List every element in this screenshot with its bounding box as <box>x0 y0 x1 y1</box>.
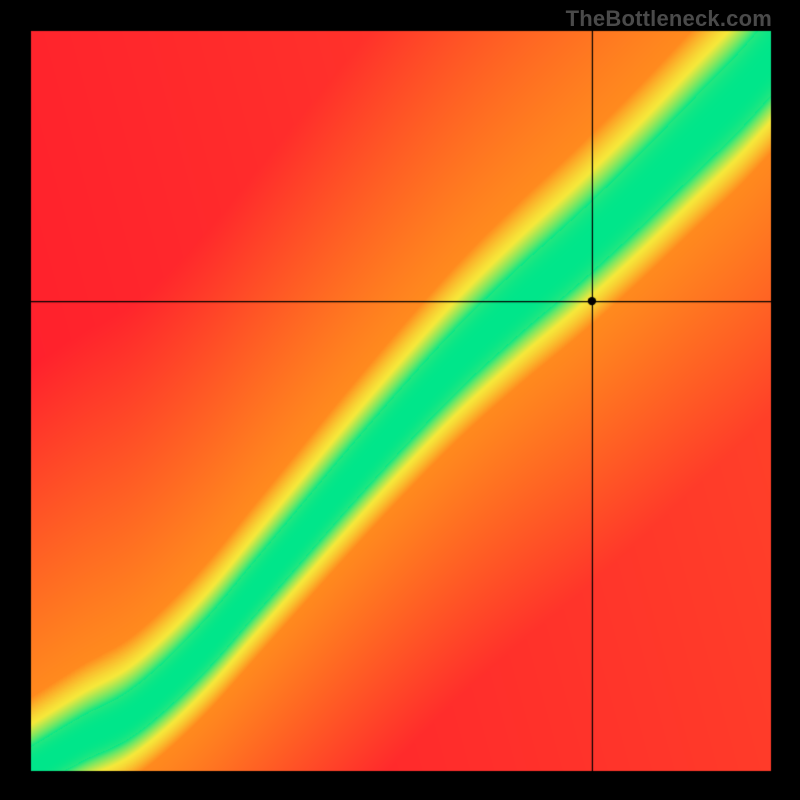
watermark-text: TheBottleneck.com <box>566 6 772 32</box>
bottleneck-heatmap <box>0 0 800 800</box>
